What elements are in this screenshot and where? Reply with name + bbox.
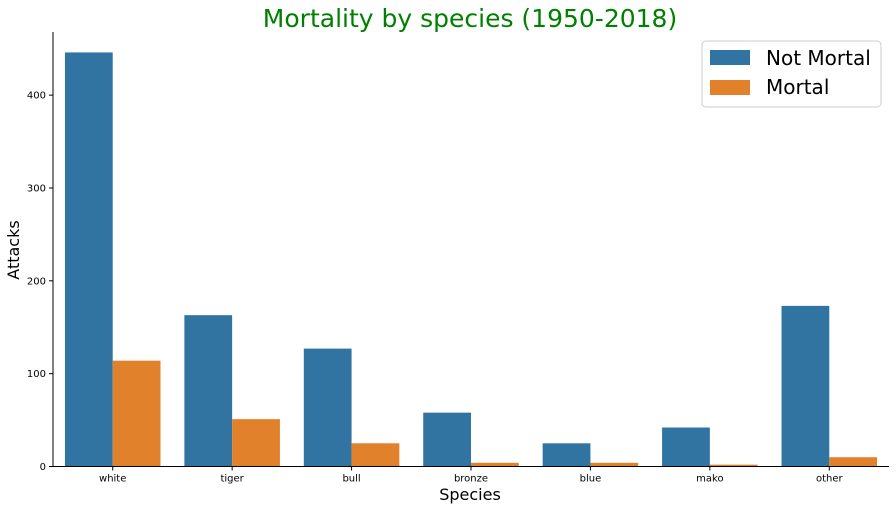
x-tick-label-blue: blue	[580, 474, 602, 485]
y-tick-label: 200	[27, 276, 46, 287]
bar-bronze-mortal	[471, 462, 519, 467]
chart-title: Mortality by species (1950-2018)	[263, 4, 677, 33]
x-axis-ticks: white tiger bull bronze blue mako other	[99, 466, 844, 485]
bar-bronze-not-mortal	[423, 412, 471, 467]
legend: Not Mortal Mortal	[701, 40, 882, 108]
x-tick-label-bronze: bronze	[454, 474, 488, 485]
x-tick-label-white: white	[99, 474, 126, 485]
y-tick-label: 0	[40, 462, 46, 473]
x-tick-label-tiger: tiger	[220, 474, 244, 485]
bar-white-mortal	[112, 360, 161, 467]
bar-bull-mortal	[351, 443, 400, 467]
bar-tiger-mortal	[232, 419, 280, 467]
bar-bull-not-mortal	[303, 348, 352, 467]
legend-swatch-not-mortal	[710, 50, 750, 65]
y-axis-ticks: 0 100 200 300 400	[27, 91, 53, 473]
legend-label-mortal: Mortal	[766, 75, 829, 99]
bar-tiger-not-mortal	[184, 315, 233, 467]
y-tick-label: 400	[27, 91, 46, 102]
bar-other-not-mortal	[781, 305, 830, 467]
bar-white-not-mortal	[64, 52, 113, 467]
bar-mako-mortal	[709, 464, 758, 467]
bars-group	[64, 52, 878, 467]
x-axis-label: Species	[439, 485, 501, 504]
x-tick-label-other: other	[816, 474, 844, 485]
x-tick-label-mako: mako	[696, 474, 723, 485]
y-tick-label: 300	[27, 183, 46, 194]
bar-blue-not-mortal	[542, 443, 591, 467]
y-tick-label: 100	[27, 369, 46, 380]
legend-swatch-mortal	[710, 80, 750, 95]
bar-other-mortal	[829, 457, 878, 467]
legend-label-not-mortal: Not Mortal	[766, 46, 871, 70]
x-tick-label-bull: bull	[342, 474, 360, 485]
y-axis-label: Attacks	[4, 220, 23, 279]
bar-blue-mortal	[590, 462, 639, 467]
bar-mako-not-mortal	[662, 427, 710, 467]
